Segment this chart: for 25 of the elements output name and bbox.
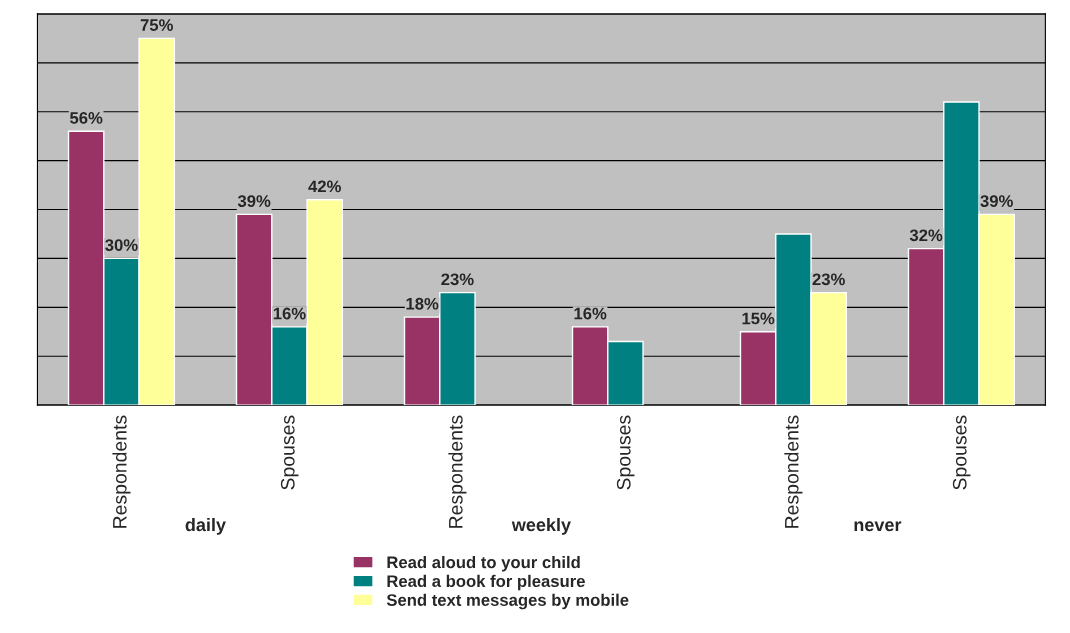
x-tick-label: Spouses [616,415,635,490]
x-tick-label: Spouses [952,415,971,490]
legend-label: Send text messages by mobile [386,593,629,610]
data-label: 16% [574,307,607,320]
legend-label: Read a book for pleasure [387,574,585,591]
x-tick-label: Respondents [112,415,131,528]
data-label: 39% [237,195,271,207]
x-tick-label: Spouses [280,415,299,490]
data-label: 16% [273,307,306,320]
text: weekly [511,517,571,535]
data-label: 75% [140,19,173,31]
x-tick-label: Respondents [784,415,803,528]
data-label: 39% [980,195,1013,207]
legend-label: Read aloud to your child [387,555,580,572]
data-label: 15% [742,312,775,325]
data-label: 32% [909,229,943,242]
data-label: 18% [406,297,439,310]
data-label: 56% [70,112,103,124]
x-tick-label: Respondents [448,415,467,528]
text: daily [185,517,226,535]
data-label: 23% [441,273,474,286]
data-label: 30% [105,239,138,251]
text: never [854,521,902,532]
data-label: 42% [308,180,341,193]
data-label: 23% [812,273,845,286]
